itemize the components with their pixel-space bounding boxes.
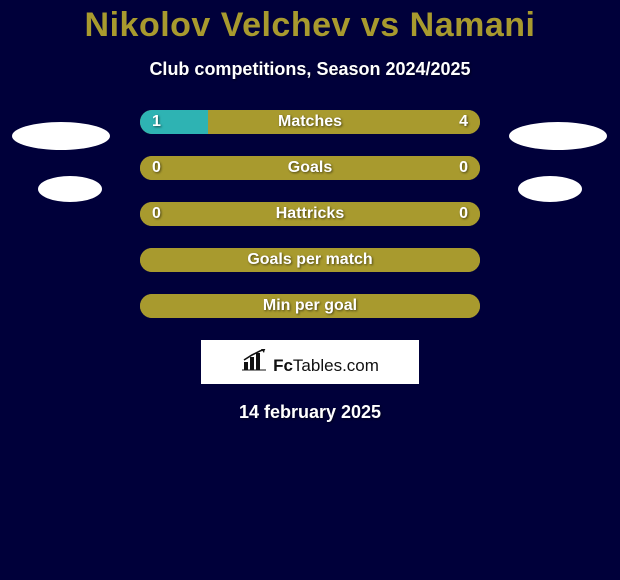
brand-text: FcTables.com: [273, 356, 379, 376]
infographic-date: 14 february 2025: [0, 402, 620, 423]
brand-text-tables: Tables: [293, 356, 342, 375]
stat-value-right: 4: [459, 110, 468, 134]
stat-row: Min per goal: [140, 294, 480, 318]
stat-row: Matches1 4: [140, 110, 480, 134]
stat-row: Goals per match: [140, 248, 480, 272]
stat-value-right: 0: [459, 156, 468, 180]
subtitle: Club competitions, Season 2024/2025: [0, 59, 620, 80]
player-photo-right-small: [518, 176, 582, 202]
stat-value-right: 0: [459, 202, 468, 226]
stat-label: Goals: [140, 156, 480, 180]
stat-value-left: 0: [152, 156, 161, 180]
stat-label: Matches: [140, 110, 480, 134]
brand-text-suffix: .com: [342, 356, 379, 375]
stat-value-left: 1: [152, 110, 161, 134]
stat-row: Goals0 0: [140, 156, 480, 180]
stat-label: Min per goal: [140, 294, 480, 318]
stat-label: Hattricks: [140, 202, 480, 226]
stat-label: Goals per match: [140, 248, 480, 272]
brand-bars-icon: [241, 349, 267, 371]
stat-value-left: 0: [152, 202, 161, 226]
player-photo-left-large: [12, 122, 110, 150]
comparison-infographic: Nikolov Velchev vs Namani Club competiti…: [0, 0, 620, 580]
page-title: Nikolov Velchev vs Namani: [0, 0, 620, 45]
stat-row: Hattricks0 0: [140, 202, 480, 226]
brand-badge: FcTables.com: [201, 340, 419, 384]
stat-rows: Matches14Goals00Hattricks00Goals per mat…: [140, 110, 480, 318]
player-photo-left-small: [38, 176, 102, 202]
player-photo-right-large: [509, 122, 607, 150]
brand-text-fc: Fc: [273, 356, 293, 375]
